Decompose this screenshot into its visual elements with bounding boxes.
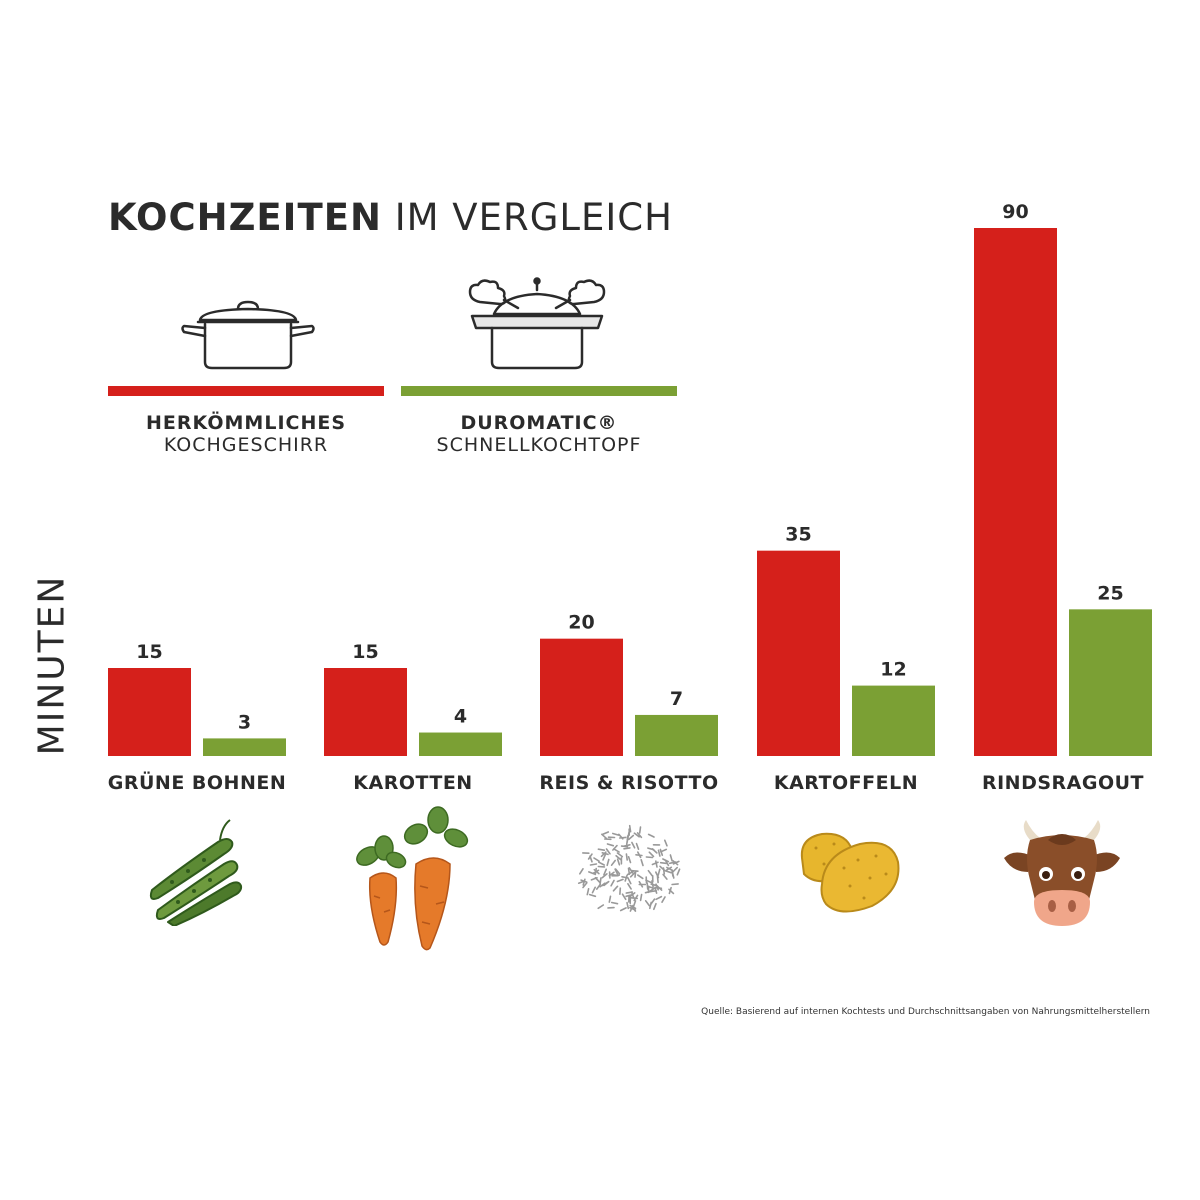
bar-rindsragout-conventional bbox=[974, 228, 1057, 756]
value-label-rindsragout-conventional: 90 bbox=[1002, 201, 1028, 223]
page-title: KOCHZEITEN IM VERGLEICH bbox=[108, 196, 673, 239]
cow-icon bbox=[1004, 820, 1120, 926]
category-label-rindsragout: RINDSRAGOUT bbox=[982, 772, 1144, 794]
category-label-grüne-bohnen: GRÜNE BOHNEN bbox=[108, 770, 286, 794]
value-label-kartoffeln-conventional: 35 bbox=[785, 524, 811, 546]
title-bold: KOCHZEITEN bbox=[108, 196, 382, 239]
bar-kartoffeln-conventional bbox=[757, 550, 840, 756]
pot-icon bbox=[181, 300, 315, 370]
legend-conventional-line2: KOCHGESCHIRR bbox=[163, 434, 329, 456]
bar-reis-risotto-pressure bbox=[635, 714, 718, 756]
value-label-reis-risotto-pressure: 7 bbox=[670, 688, 683, 710]
bar-kartoffeln-pressure bbox=[852, 685, 935, 756]
legend-label-pressure: DUROMATIC® SCHNELLKOCHTOPF bbox=[399, 412, 679, 456]
legend-conventional-line1: HERKÖMMLICHES bbox=[145, 412, 347, 434]
legend-bar-conventional bbox=[108, 386, 384, 396]
category-label-karotten: KAROTTEN bbox=[353, 772, 472, 794]
legend-bar-pressure bbox=[401, 386, 677, 396]
value-label-karotten-pressure: 4 bbox=[454, 706, 467, 728]
potatoes-icon bbox=[800, 832, 900, 913]
bar-karotten-pressure bbox=[419, 732, 502, 756]
category-label-kartoffeln: KARTOFFELN bbox=[774, 772, 918, 794]
category-label-reis-risotto: REIS & RISOTTO bbox=[539, 772, 718, 794]
value-label-kartoffeln-pressure: 12 bbox=[880, 659, 906, 681]
value-label-karotten-conventional: 15 bbox=[352, 641, 378, 663]
value-label-rindsragout-pressure: 25 bbox=[1097, 582, 1123, 604]
value-label-grüne-bohnen-conventional: 15 bbox=[136, 641, 162, 663]
bar-grüne-bohnen-conventional bbox=[108, 668, 191, 756]
bar-karotten-conventional bbox=[324, 668, 407, 756]
value-label-grüne-bohnen-pressure: 3 bbox=[238, 711, 251, 733]
bar-rindsragout-pressure bbox=[1069, 609, 1152, 756]
pressure-cooker-icon bbox=[468, 277, 606, 370]
green-beans-icon bbox=[149, 819, 243, 926]
legend-pressure-line1: DUROMATIC® bbox=[460, 412, 618, 434]
value-label-reis-risotto-conventional: 20 bbox=[568, 612, 594, 634]
bar-reis-risotto-conventional bbox=[540, 638, 623, 756]
legend-pressure-line2: SCHNELLKOCHTOPF bbox=[436, 434, 642, 456]
title-light: IM VERGLEICH bbox=[394, 196, 673, 239]
carrots-icon bbox=[356, 806, 469, 951]
bar-grüne-bohnen-pressure bbox=[203, 738, 286, 756]
source-note: Quelle: Basierend auf internen Kochtests… bbox=[701, 1007, 1150, 1017]
legend-label-conventional: HERKÖMMLICHES KOCHGESCHIRR bbox=[106, 412, 386, 456]
rice-icon bbox=[577, 824, 681, 912]
